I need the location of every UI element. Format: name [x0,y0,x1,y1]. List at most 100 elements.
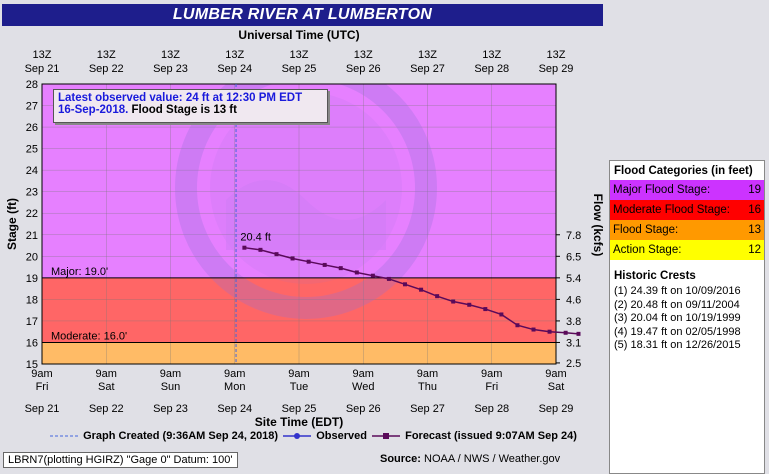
bottom-tick-date: Sep 26 [346,403,381,415]
y-tick-label: 28 [26,79,38,91]
bottom-tick-day: Sun [161,381,181,393]
flow-tick-label: 3.8 [566,316,581,328]
forecast-point [419,287,424,292]
y-tick-label: 23 [26,187,38,199]
bottom-tick-time: 9am [96,368,117,380]
historic-crests-header: Historic Crests [614,270,696,282]
y-tick-label: 25 [26,144,38,156]
graph-created-swatch [50,435,78,437]
forecast-point [451,299,456,304]
series-legend: Graph Created (9:36AM Sep 24, 2018) Obse… [48,430,577,442]
bottom-tick-day: Tue [290,381,309,393]
latest-observed-box: Latest observed value: 24 ft at 12:30 PM… [53,89,328,123]
bottom-tick-day: Thu [418,381,437,393]
forecast-point [499,312,504,317]
flood-category-row: Action Stage: 12 [610,240,764,260]
historic-crests-list: (1) 24.39 ft on 10/09/2016 (2) 20.48 ft o… [610,285,764,353]
y-tick-label: 17 [26,316,38,328]
y-left-axis-title: Stage (ft) [5,198,19,250]
forecast-point [322,262,327,267]
top-tick-time: 13Z [225,49,244,61]
flood-category-value: 16 [748,204,761,216]
forecast-point [531,327,536,332]
flow-tick-label: 4.6 [566,294,581,306]
bottom-tick-date: Sep 28 [474,403,509,415]
y-right-axis-title: Flow (kcfs) [591,194,605,257]
forecast-point [354,270,359,275]
forecast-point [467,302,472,307]
top-tick-time: 13Z [33,49,52,61]
top-tick-date: Sep 23 [153,63,188,75]
flood-categories-list: Major Flood Stage: 19 Moderate Flood Stage… [610,180,764,260]
top-tick-date: Sep 29 [539,63,574,75]
bottom-tick-time: 9am [31,368,52,380]
forecast-point [435,294,440,299]
gage-datum-note: LBRN7(plotting HGIRZ) "Gage 0" Datum: 10… [3,452,238,468]
graph-created-label: Graph Created (9:36AM Sep 24, 2018) [83,430,279,442]
bottom-axis-title: Site Time (EDT) [255,415,343,429]
y-tick-label: 16 [26,337,38,349]
stage-threshold-label: Major: 19.0' [51,266,108,278]
bottom-tick-date: Sep 27 [410,403,445,415]
bottom-tick-time: 9am [545,368,566,380]
y-tick-label: 24 [26,165,38,177]
forecast-point [242,245,247,250]
historic-crest-item: (3) 20.04 ft on 10/19/1999 [614,312,741,324]
bottom-tick-day: Fri [36,381,49,393]
flood-category-value: 12 [748,244,761,256]
top-tick-date: Sep 25 [282,63,317,75]
top-tick-time: 13Z [161,49,180,61]
observed-label: Observed [316,430,367,442]
forecast-point [547,329,552,334]
bottom-tick-time: 9am [160,368,181,380]
bottom-tick-date: Sep 22 [89,403,124,415]
forecast-point [258,247,263,252]
latest-observed-text: Latest observed value: 24 ft at 12:30 PM… [58,92,303,104]
top-tick-date: Sep 27 [410,63,445,75]
y-tick-label: 20 [26,251,38,263]
bottom-tick-date: Sep 25 [282,403,317,415]
forecast-point [386,276,391,281]
y-tick-label: 22 [26,208,38,220]
top-tick-date: Sep 22 [89,63,124,75]
y-tick-label: 26 [26,122,38,134]
forecast-point [403,282,408,287]
bottom-tick-time: 9am [353,368,374,380]
forecast-point [563,330,568,335]
forecast-point [290,256,295,261]
bottom-tick-date: Sep 23 [153,403,188,415]
stage-threshold-label: Moderate: 16.0' [51,330,127,342]
flood-category-label: Flood Stage: [613,224,679,236]
flood-category-label: Action Stage: [613,244,682,256]
observed-swatch [283,433,312,440]
bottom-tick-day: Sat [98,381,115,393]
bottom-tick-day: Sat [548,381,565,393]
forecast-swatch [372,433,401,440]
chart-title: LUMBER RIVER AT LUMBERTON [2,4,603,26]
historic-crest-item: (1) 24.39 ft on 10/09/2016 [614,285,741,297]
plot-frame [41,83,557,365]
source-label: Source: [380,453,421,465]
forecast-line [244,246,579,335]
flow-tick-label: 3.1 [566,337,581,349]
flood-category-row: Moderate Flood Stage: 16 [610,200,764,220]
top-tick-time: 13Z [547,49,566,61]
historic-crest-item: (2) 20.48 ft on 09/11/2004 [614,298,740,311]
top-tick-time: 13Z [418,49,437,61]
flood-categories-header: Flood Categories (in feet) [614,165,753,177]
flood-category-value: 19 [748,184,761,196]
flood-category-row: Flood Stage: 13 [610,220,764,240]
top-tick-date: Sep 21 [25,63,60,75]
forecast-point [576,331,581,336]
forecast-point [515,323,520,328]
bottom-tick-time: 9am [288,368,309,380]
y-tick-label: 18 [26,294,38,306]
historic-crest-item: (4) 19.47 ft on 02/05/1998 [614,325,741,338]
flood-category-label: Major Flood Stage: [613,184,711,196]
bottom-tick-time: 9am [417,368,438,380]
bottom-tick-date: Sep 21 [25,403,60,415]
flow-tick-label: 5.4 [566,273,581,285]
y-tick-label: 15 [26,359,38,371]
flow-tick-label: 7.8 [566,230,581,242]
